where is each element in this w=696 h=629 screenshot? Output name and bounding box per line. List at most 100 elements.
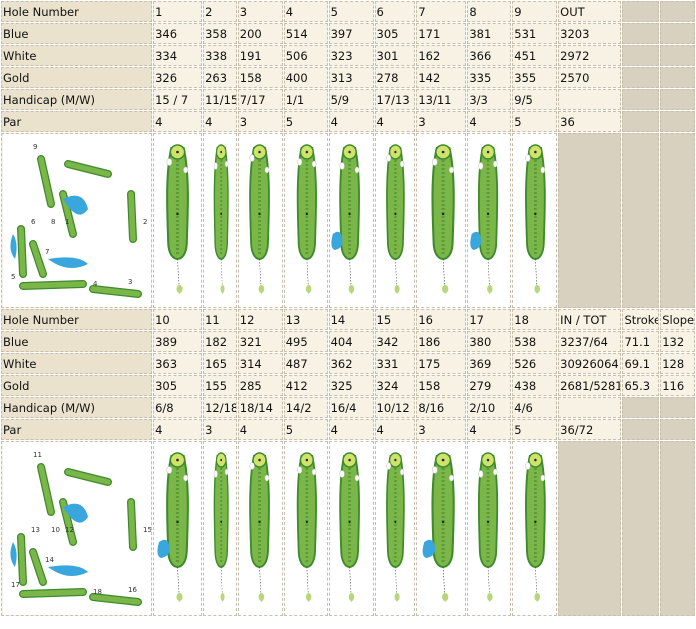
score-cell: 6/8 bbox=[153, 397, 203, 418]
row-label: Blue bbox=[1, 331, 153, 352]
score-cell: 362 bbox=[328, 353, 374, 374]
score-cell: 36/72 bbox=[558, 419, 622, 440]
hole-layout-cell bbox=[416, 441, 467, 616]
hole-layout-cell bbox=[416, 133, 467, 308]
hole-layout-cell bbox=[328, 441, 374, 616]
score-cell: 4/6 bbox=[512, 397, 558, 418]
score-cell: 8/16 bbox=[416, 397, 467, 418]
course-map-cell: 11 10 12 13 15 14 16 17 18 bbox=[1, 441, 153, 616]
hole-layout-cell bbox=[237, 441, 283, 616]
map-hole-label: 3 bbox=[128, 278, 132, 286]
score-cell: 158 bbox=[237, 67, 283, 88]
score-cell: 355 bbox=[512, 67, 558, 88]
score-cell: 397 bbox=[328, 23, 374, 44]
header-row: Hole Number 1 2 3 4 5 6 7 8 9 OUT bbox=[1, 1, 695, 22]
blue-tee-row: Blue 389 182 321 495 404 342 186 380 538 3237/64 71… bbox=[1, 331, 695, 352]
score-cell: OUT bbox=[558, 1, 622, 22]
empty-cell bbox=[558, 441, 622, 616]
score-cell bbox=[660, 419, 695, 440]
hole-diagram bbox=[478, 452, 499, 603]
score-cell: 4 bbox=[203, 111, 237, 132]
score-cell: 10/12 bbox=[374, 397, 416, 418]
hole-layout-cell bbox=[374, 441, 416, 616]
score-cell: 451 bbox=[512, 45, 558, 66]
score-cell bbox=[660, 89, 695, 110]
score-cell: 366 bbox=[467, 45, 512, 66]
hole-diagram bbox=[213, 144, 229, 295]
score-cell: 8 bbox=[467, 1, 512, 22]
score-cell: 331 bbox=[374, 353, 416, 374]
score-cell: 380 bbox=[467, 331, 512, 352]
score-cell: 314 bbox=[237, 353, 283, 374]
score-cell: 4 bbox=[374, 419, 416, 440]
score-cell: 5/9 bbox=[328, 89, 374, 110]
score-cell bbox=[660, 67, 695, 88]
hole-diagram bbox=[422, 452, 456, 603]
hole-diagram bbox=[525, 144, 546, 295]
hole-layout-cell bbox=[153, 133, 203, 308]
score-cell: 11/15 bbox=[203, 89, 237, 110]
score-cell: 175 bbox=[416, 353, 467, 374]
score-cell: 16 bbox=[416, 309, 467, 330]
map-hole-label: 14 bbox=[45, 556, 54, 564]
score-cell: 285 bbox=[237, 375, 283, 396]
hole-layout-cell bbox=[203, 441, 237, 616]
score-cell: 3 bbox=[203, 419, 237, 440]
white-tee-row: White 363 165 314 487 362 331 175 369 526 30926064… bbox=[1, 353, 695, 374]
row-label: Hole Number bbox=[1, 1, 153, 22]
score-cell: 186 bbox=[416, 331, 467, 352]
score-cell: 313 bbox=[328, 67, 374, 88]
handicap-row: Handicap (M/W) 6/8 12/18 18/14 14/2 16/4 10/12… bbox=[1, 397, 695, 418]
score-cell: 381 bbox=[467, 23, 512, 44]
map-hole-label: 6 bbox=[31, 218, 36, 226]
score-cell: 7/17 bbox=[237, 89, 283, 110]
score-cell: 369 bbox=[467, 353, 512, 374]
score-cell bbox=[660, 23, 695, 44]
score-cell: 191 bbox=[237, 45, 283, 66]
map-hole-label: 8 bbox=[51, 218, 55, 226]
score-cell: 116 bbox=[660, 375, 695, 396]
score-cell: 162 bbox=[416, 45, 467, 66]
score-cell: 4 bbox=[153, 419, 203, 440]
score-cell: 346 bbox=[153, 23, 203, 44]
hole-diagram bbox=[296, 452, 317, 603]
score-cell: IN / TOT bbox=[558, 309, 622, 330]
score-cell: 3 bbox=[237, 1, 283, 22]
row-label: Gold bbox=[1, 67, 153, 88]
empty-cell bbox=[558, 133, 622, 308]
score-cell: 10 bbox=[153, 309, 203, 330]
hole-layout-cell bbox=[153, 441, 203, 616]
score-cell: 13 bbox=[283, 309, 328, 330]
score-cell: 305 bbox=[153, 375, 203, 396]
score-cell: 14 bbox=[328, 309, 374, 330]
score-cell bbox=[622, 397, 660, 418]
handicap-row: Handicap (M/W) 15 / 7 11/15 7/17 1/1 5/9 17/13… bbox=[1, 89, 695, 110]
score-cell: 4 bbox=[283, 1, 328, 22]
hole-diagrams-row: 11 10 12 13 15 14 16 17 18 bbox=[1, 441, 695, 616]
hole-diagram bbox=[431, 144, 456, 295]
score-cell: 14/2 bbox=[283, 397, 328, 418]
score-cell: 514 bbox=[283, 23, 328, 44]
hole-diagram bbox=[248, 452, 270, 603]
score-cell: 13/11 bbox=[416, 89, 467, 110]
score-cell: 5 bbox=[512, 419, 558, 440]
score-cell: 301 bbox=[374, 45, 416, 66]
row-label: White bbox=[1, 45, 153, 66]
header-row: Hole Number 10 11 12 13 14 15 16 17 18 IN / TOT Str… bbox=[1, 309, 695, 330]
row-label: Handicap (M/W) bbox=[1, 89, 153, 110]
hole-layout-cell bbox=[467, 441, 512, 616]
back-nine-section: Hole Number 10 11 12 13 14 15 16 17 18 IN / TOT Str… bbox=[1, 309, 695, 616]
score-cell: 334 bbox=[153, 45, 203, 66]
empty-cell bbox=[622, 441, 660, 616]
score-cell: 182 bbox=[203, 331, 237, 352]
score-cell: Slope bbox=[660, 309, 695, 330]
row-label: Hole Number bbox=[1, 309, 153, 330]
map-hole-label: 15 bbox=[143, 526, 151, 534]
map-hole-label: 17 bbox=[11, 581, 20, 589]
map-hole-label: 1 bbox=[65, 218, 69, 226]
score-cell: 323 bbox=[328, 45, 374, 66]
score-cell: 18/14 bbox=[237, 397, 283, 418]
score-cell bbox=[622, 1, 660, 22]
map-hole-label: 9 bbox=[33, 143, 37, 151]
hole-diagram bbox=[248, 144, 270, 295]
